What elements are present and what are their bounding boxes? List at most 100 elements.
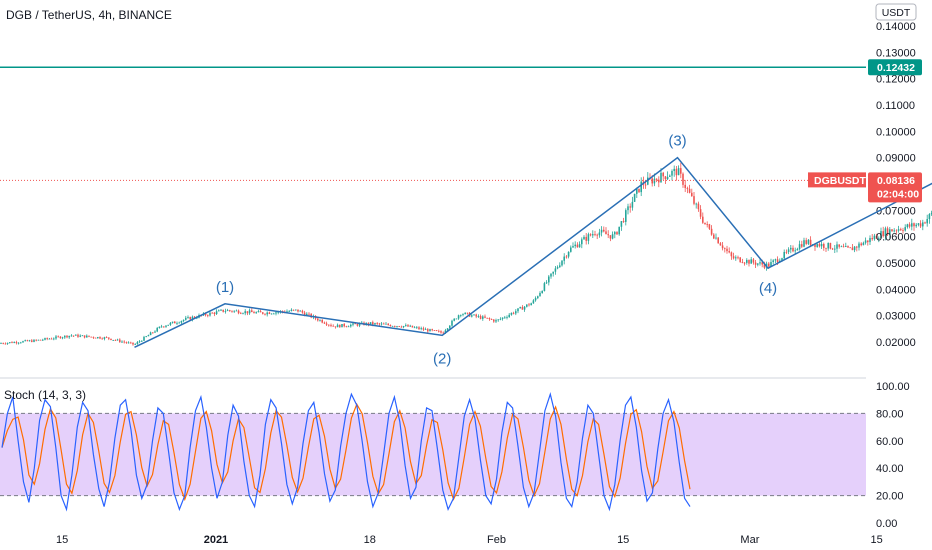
candle-body (526, 304, 528, 307)
candle-body (653, 178, 656, 184)
candle-body (570, 247, 572, 252)
candle-body (924, 222, 926, 224)
elliott-wave-line (134, 156, 932, 348)
candle-body (576, 244, 579, 248)
candle-body (825, 247, 827, 249)
currency-badge-label: USDT (882, 7, 911, 19)
symbol-tag-label: DGBUSDT (814, 175, 867, 187)
candle-body (160, 326, 163, 328)
candle-body (136, 342, 139, 345)
candle-body (191, 316, 194, 320)
candle-body (37, 339, 40, 341)
candle-body (427, 329, 429, 332)
candle-body (4, 343, 7, 345)
candle-body (396, 326, 398, 327)
countdown-label: 02:04:00 (877, 188, 919, 200)
price-tick-label: 0.12000 (876, 74, 916, 86)
candle-body (242, 313, 244, 315)
candle-body (24, 340, 26, 342)
candle-body (99, 337, 101, 339)
candle-body (567, 251, 570, 257)
candle-body (321, 319, 323, 323)
candle-body (585, 236, 587, 241)
candle-body (889, 229, 891, 235)
candle-body (68, 335, 70, 338)
candle-body (347, 326, 350, 328)
candle-body (486, 317, 488, 319)
candle-body (44, 338, 46, 340)
candle-body (814, 244, 816, 247)
candle-body (226, 310, 229, 312)
candle-body (688, 188, 691, 193)
candle-body (917, 223, 920, 225)
candle-body (138, 341, 141, 343)
candle-body (867, 240, 869, 243)
candle-body (385, 323, 387, 325)
candle-body (644, 184, 647, 186)
candle-body (31, 340, 33, 342)
candle-body (534, 298, 537, 301)
candle-body (592, 234, 594, 236)
currency-badge[interactable]: USDT (875, 3, 917, 21)
candle-body (660, 172, 662, 183)
candle-body (647, 177, 649, 185)
candle-body (618, 226, 620, 235)
candle-body (831, 248, 834, 250)
candle-body (59, 336, 62, 339)
candle-body (88, 335, 90, 337)
candle-body (149, 332, 152, 336)
candle-body (420, 328, 422, 330)
candle-body (651, 178, 653, 184)
candles (0, 162, 932, 346)
candle-body (827, 242, 829, 249)
candle-body (369, 322, 372, 325)
candle-body (378, 323, 381, 325)
candle-body (871, 238, 873, 240)
candle-body (286, 311, 288, 313)
candle-body (246, 311, 249, 314)
candle-body (884, 228, 887, 237)
candle-body (33, 339, 35, 342)
candle-body (726, 248, 728, 252)
candle-body (482, 316, 484, 319)
candle-body (354, 323, 356, 325)
candle-body (330, 324, 332, 326)
stochastic-pane[interactable] (0, 392, 866, 512)
candle-body (383, 323, 385, 325)
candle-body (605, 231, 607, 235)
candle-body (394, 326, 396, 327)
candle-body (823, 244, 825, 248)
price-tick-label: 0.04000 (876, 284, 916, 296)
candle-body (792, 247, 794, 252)
candle-body (748, 260, 750, 264)
candle-body (697, 203, 700, 210)
candle-body (343, 324, 345, 327)
candle-body (677, 168, 680, 176)
candle-body (915, 224, 917, 227)
candle-body (466, 312, 469, 314)
candle-body (255, 312, 257, 314)
candle-body (640, 181, 642, 193)
candle-body (893, 230, 895, 232)
candle-body (141, 340, 143, 342)
price-pane[interactable] (0, 148, 932, 379)
candle-body (730, 252, 733, 257)
candle-body (193, 316, 196, 318)
candle-body (171, 321, 174, 323)
candle-body (710, 228, 713, 235)
candle-body (154, 331, 156, 333)
candle-body (9, 342, 11, 343)
candle-body (174, 321, 176, 324)
candle-body (460, 314, 462, 316)
candle-body (479, 316, 482, 319)
candle-body (108, 337, 110, 339)
candle-body (578, 244, 581, 248)
candle-body (473, 314, 475, 316)
candle-body (275, 312, 277, 314)
candle-body (409, 325, 411, 327)
candle-body (629, 206, 631, 208)
candle-body (411, 325, 414, 328)
stochastic-band (0, 413, 866, 496)
candle-body (666, 176, 669, 180)
candle-body (616, 232, 618, 235)
